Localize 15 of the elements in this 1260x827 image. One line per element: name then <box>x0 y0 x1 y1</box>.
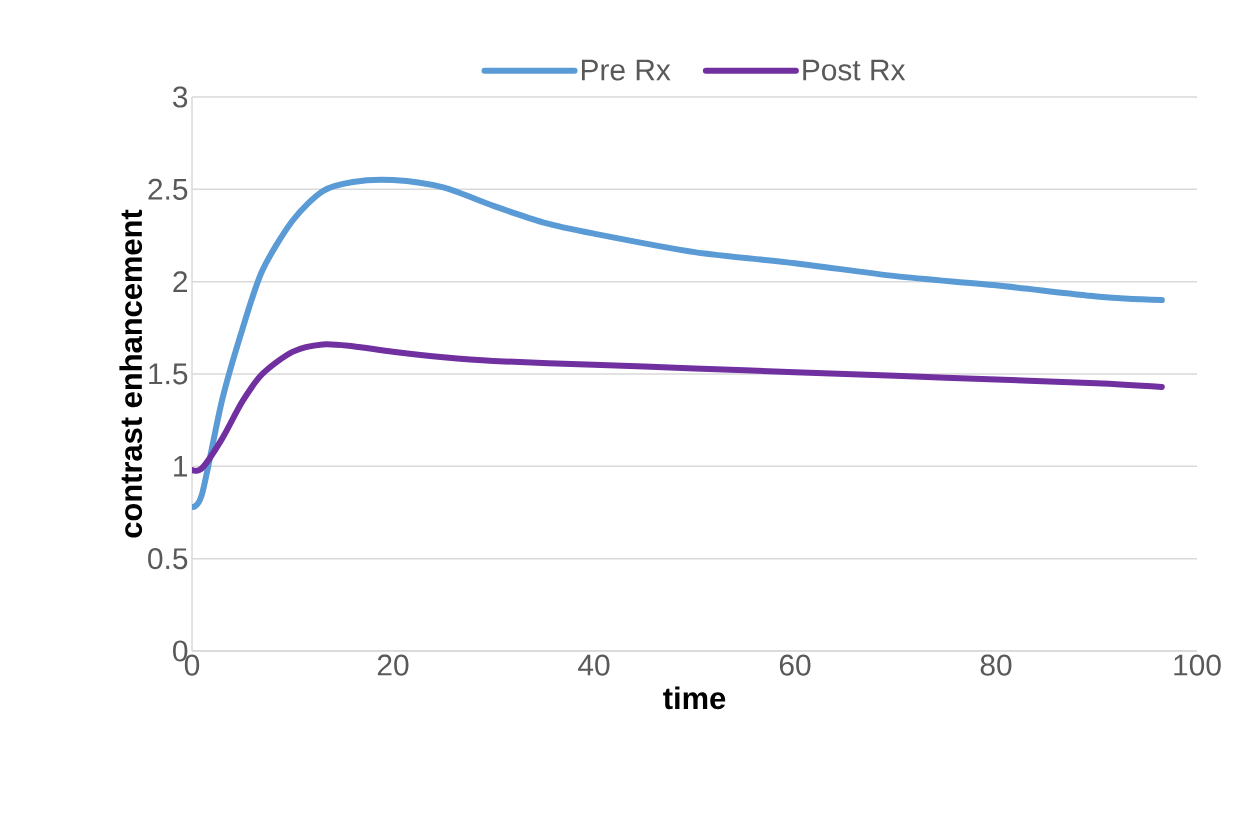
y-tick-label: 2 <box>173 271 187 293</box>
x-tick-label: 100 <box>1174 654 1221 676</box>
x-tick-label: 20 <box>377 654 409 676</box>
y-axis-title: contrast enhancement <box>119 209 143 538</box>
y-tick-label: 1.5 <box>149 363 188 385</box>
legend-label: Pre Rx <box>581 59 671 81</box>
x-tick-label: 60 <box>779 654 811 676</box>
x-tick-label: 40 <box>578 654 610 676</box>
y-tick-label: 0.5 <box>148 548 188 570</box>
y-tick-label: 3 <box>173 86 188 108</box>
y-tick-label: 2.5 <box>148 178 188 200</box>
y-tick-label: 1 <box>174 456 188 477</box>
x-tick-label: 80 <box>980 654 1012 676</box>
legend-label: Post Rx <box>803 59 906 81</box>
x-axis-title: time <box>663 686 726 710</box>
